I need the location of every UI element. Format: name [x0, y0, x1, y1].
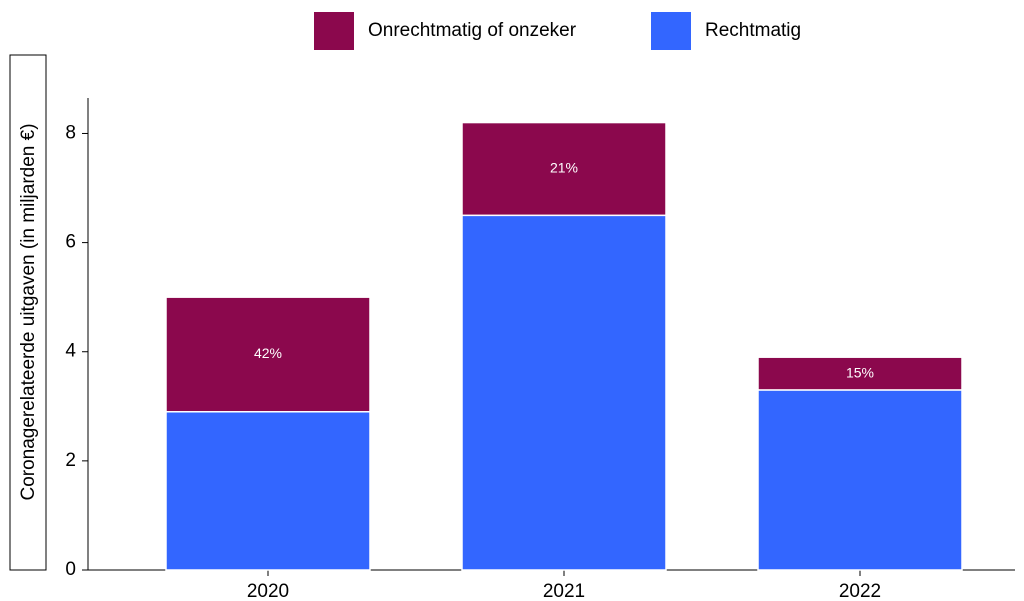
- bar-segment: [165, 411, 371, 571]
- y-tick-label: 4: [65, 341, 76, 362]
- share-label: 42%: [254, 345, 282, 361]
- bar-segment: [165, 296, 371, 413]
- y-axis-label: Coronagerelateerde uitgaven (in miljarde…: [18, 123, 39, 500]
- share-label: 15%: [846, 364, 874, 380]
- bar-segment: [757, 356, 963, 391]
- x-tick-label: 2020: [247, 581, 289, 601]
- y-tick-label: 6: [65, 232, 76, 253]
- y-tick-label: 0: [65, 559, 76, 580]
- y-tick-label: 8: [65, 122, 76, 143]
- legend-key: [651, 12, 691, 50]
- y-label-box: [9, 54, 47, 571]
- bar-segment: [757, 389, 963, 571]
- legend-label: Onrechtmatig of onzeker: [368, 20, 577, 41]
- x-tick-label: 2021: [543, 581, 585, 601]
- share-label: 21%: [550, 160, 578, 176]
- bar-segment: [461, 121, 667, 217]
- y-tick-label: 2: [65, 450, 76, 471]
- bar-segment: [461, 214, 667, 571]
- legend-key: [314, 12, 354, 50]
- x-tick-label: 2022: [839, 581, 881, 601]
- legend-label: Rechtmatig: [705, 20, 801, 41]
